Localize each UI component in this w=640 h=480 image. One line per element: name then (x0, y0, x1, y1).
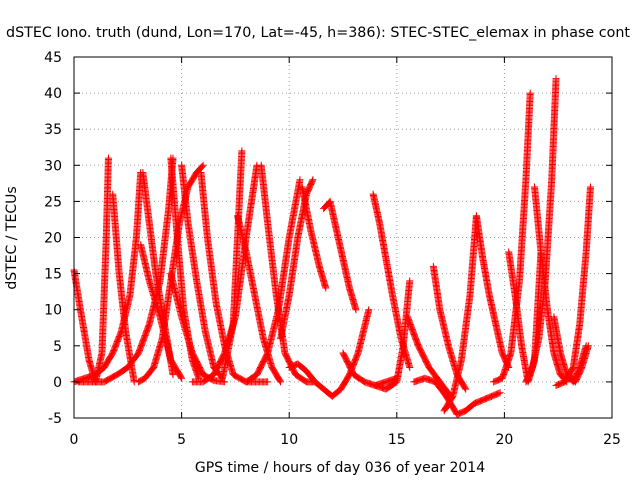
x-tick-label: 25 (603, 432, 621, 448)
y-tick-label: -5 (48, 411, 62, 427)
series-pass-07 (137, 241, 186, 382)
y-tick-label: 5 (53, 339, 62, 355)
x-tick-label: 15 (388, 432, 406, 448)
x-axis-label: GPS time / hours of day 036 of year 2014 (195, 460, 485, 476)
y-tick-label: 35 (44, 122, 62, 138)
series-pass-18 (285, 306, 373, 400)
data-marks (70, 75, 594, 418)
x-tick-label: 10 (280, 432, 298, 448)
series-pass-27 (472, 212, 513, 371)
chart-title: dSTEC Iono. truth (dund, Lon=170, Lat=-4… (6, 25, 631, 41)
series-pass-13 (234, 212, 285, 386)
x-tick-label: 5 (177, 432, 186, 448)
y-tick-label: 45 (44, 50, 62, 66)
data-point (104, 154, 112, 162)
series-pass-02 (70, 169, 145, 386)
y-tick-label: 30 (44, 158, 62, 174)
y-axis-label: dSTEC / TECUs (4, 186, 20, 289)
y-tick-label: 20 (44, 231, 62, 247)
data-point (238, 147, 246, 155)
data-point (169, 371, 177, 379)
series-pass-23 (404, 313, 455, 400)
data-point (221, 378, 229, 386)
data-point (198, 162, 206, 170)
y-tick-label: 25 (44, 194, 62, 210)
data-point (177, 373, 185, 381)
data-point (199, 161, 207, 169)
series-pass-19 (320, 197, 360, 314)
y-tick-label: 15 (44, 267, 62, 283)
data-point (178, 374, 186, 382)
series-pass-04 (109, 190, 138, 386)
x-tick-label: 20 (495, 432, 513, 448)
series-pass-01 (70, 154, 112, 386)
y-tick-label: 40 (44, 86, 62, 102)
data-point (264, 378, 272, 386)
x-tick-label: 0 (70, 432, 79, 448)
y-tick-label: 10 (44, 303, 62, 319)
y-tick-label: 0 (53, 375, 62, 391)
axis-ticks: 0 5 10 15 20 25 -5 0 5 10 15 20 25 30 35 40 45 (44, 50, 621, 448)
